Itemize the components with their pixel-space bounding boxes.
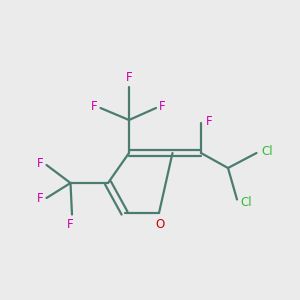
Text: O: O bbox=[156, 218, 165, 230]
Text: F: F bbox=[126, 71, 132, 84]
Text: F: F bbox=[91, 100, 98, 113]
Text: F: F bbox=[37, 157, 44, 170]
Text: F: F bbox=[67, 218, 74, 230]
Text: F: F bbox=[37, 191, 44, 205]
Text: Cl: Cl bbox=[240, 196, 252, 209]
Text: F: F bbox=[159, 100, 166, 113]
Text: Cl: Cl bbox=[261, 145, 273, 158]
Text: F: F bbox=[206, 115, 212, 128]
